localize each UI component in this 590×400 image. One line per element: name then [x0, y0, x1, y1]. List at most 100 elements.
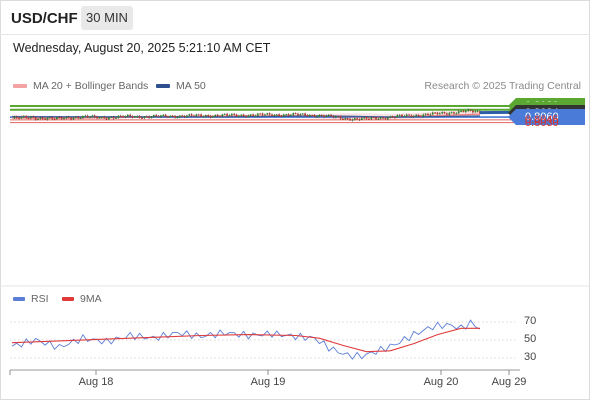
candle-body — [181, 115, 184, 117]
candle-body — [223, 113, 226, 115]
candle-body — [389, 116, 392, 118]
candle-body — [212, 116, 214, 118]
candle-body — [197, 114, 200, 116]
candle-body — [259, 113, 262, 115]
candle-body — [448, 113, 451, 115]
candle-body — [67, 116, 70, 119]
candle-body — [344, 118, 347, 120]
candle — [436, 111, 439, 116]
legend-ma50-label: MA 50 — [176, 80, 206, 92]
candle — [379, 116, 382, 120]
candle — [32, 115, 35, 119]
candle-body — [79, 118, 82, 120]
candle-body — [141, 117, 143, 119]
candle — [292, 112, 295, 116]
candle — [188, 113, 191, 117]
candle-body — [377, 118, 380, 120]
candle-body — [167, 116, 169, 118]
candle-body — [37, 118, 39, 120]
candle-body — [60, 117, 63, 119]
candle — [365, 116, 368, 120]
candle — [405, 113, 408, 118]
candle — [13, 115, 16, 120]
candle — [311, 114, 314, 117]
candle — [223, 113, 226, 116]
candle — [91, 114, 94, 118]
rsi-ma-line — [11, 327, 480, 353]
candle-body — [152, 115, 155, 117]
candle-body — [164, 114, 167, 117]
candle — [256, 112, 259, 117]
candle — [370, 116, 373, 121]
candle — [65, 116, 68, 120]
candle — [254, 114, 257, 117]
candle — [268, 112, 271, 116]
candle — [474, 110, 477, 113]
candle — [228, 114, 231, 117]
candle — [167, 115, 169, 119]
candle-body — [290, 114, 292, 116]
candle-body — [13, 116, 16, 119]
candle — [290, 113, 292, 117]
candle — [360, 117, 363, 121]
candle — [384, 117, 387, 120]
candle — [72, 117, 75, 121]
candle — [278, 113, 280, 117]
candle — [398, 114, 401, 117]
candle — [63, 117, 65, 120]
candle-body — [434, 112, 436, 114]
candle-body — [453, 112, 455, 114]
candle-body — [65, 116, 68, 119]
candle — [233, 113, 236, 116]
candle — [216, 113, 219, 117]
candle — [410, 114, 413, 118]
candle-body — [334, 116, 337, 118]
x-axis — [0, 285, 590, 375]
candle — [20, 116, 23, 119]
candle-body — [370, 117, 373, 119]
timeframe-button[interactable]: 30 MIN — [81, 6, 133, 30]
candle — [271, 113, 273, 117]
candle — [41, 116, 44, 120]
candle-body — [325, 115, 328, 117]
candle-body — [25, 116, 28, 119]
ma9-swatch-icon — [62, 297, 74, 302]
candle-body — [299, 114, 302, 116]
candle — [186, 114, 188, 118]
candle-body — [438, 113, 441, 115]
candle — [202, 115, 205, 118]
candle-body — [476, 111, 479, 113]
candle — [472, 109, 474, 114]
candle-body — [474, 111, 477, 113]
candle — [171, 114, 174, 118]
candle-body — [46, 117, 49, 120]
candle-body — [148, 116, 150, 118]
candle-body — [297, 113, 299, 116]
candle — [89, 116, 91, 119]
candle — [377, 117, 380, 121]
candle-body — [450, 112, 453, 114]
candle — [403, 114, 406, 117]
candle — [178, 115, 181, 119]
candle-body — [30, 116, 32, 119]
candle — [301, 112, 304, 115]
candle-body — [417, 114, 420, 117]
candle-body — [384, 118, 387, 120]
candle — [332, 115, 335, 119]
candle — [200, 113, 202, 118]
candle — [412, 114, 415, 118]
candle — [372, 116, 375, 119]
candle — [460, 110, 462, 113]
candle — [401, 114, 403, 118]
candle-body — [264, 114, 266, 116]
candle-body — [86, 115, 89, 118]
candle-body — [204, 115, 207, 117]
candle-body — [188, 114, 191, 116]
candle-body — [20, 116, 23, 119]
candle — [51, 116, 54, 120]
candle-body — [124, 116, 127, 118]
candle-body — [382, 117, 384, 119]
candle — [44, 117, 46, 121]
candle-body — [183, 116, 186, 118]
